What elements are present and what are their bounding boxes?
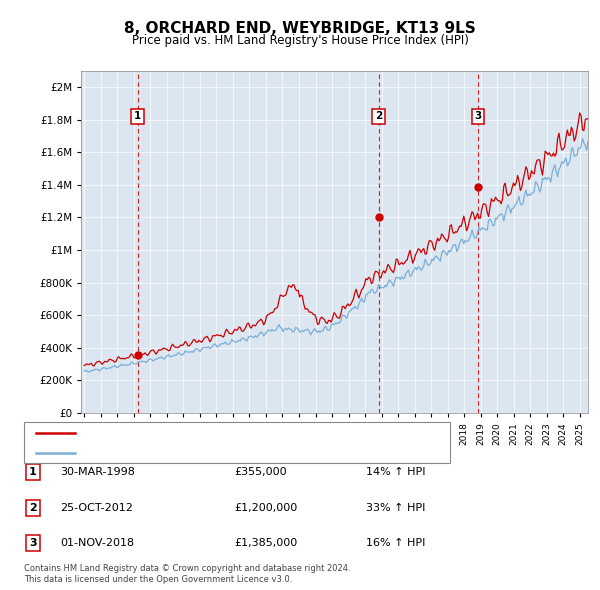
Text: £355,000: £355,000 xyxy=(234,467,287,477)
Text: 3: 3 xyxy=(475,112,482,122)
Text: Contains HM Land Registry data © Crown copyright and database right 2024.: Contains HM Land Registry data © Crown c… xyxy=(24,565,350,573)
Text: 16% ↑ HPI: 16% ↑ HPI xyxy=(366,538,425,548)
Text: 8, ORCHARD END, WEYBRIDGE, KT13 9LS (detached house): 8, ORCHARD END, WEYBRIDGE, KT13 9LS (det… xyxy=(81,428,391,438)
Text: 8, ORCHARD END, WEYBRIDGE, KT13 9LS: 8, ORCHARD END, WEYBRIDGE, KT13 9LS xyxy=(124,21,476,35)
Text: 01-NOV-2018: 01-NOV-2018 xyxy=(60,538,134,548)
Text: 1: 1 xyxy=(134,112,141,122)
Text: HPI: Average price, detached house, Elmbridge: HPI: Average price, detached house, Elmb… xyxy=(81,448,327,458)
Text: 3: 3 xyxy=(29,538,37,548)
Text: 33% ↑ HPI: 33% ↑ HPI xyxy=(366,503,425,513)
Text: Price paid vs. HM Land Registry's House Price Index (HPI): Price paid vs. HM Land Registry's House … xyxy=(131,34,469,47)
Text: 25-OCT-2012: 25-OCT-2012 xyxy=(60,503,133,513)
Text: £1,200,000: £1,200,000 xyxy=(234,503,297,513)
Text: 14% ↑ HPI: 14% ↑ HPI xyxy=(366,467,425,477)
Text: 2: 2 xyxy=(29,503,37,513)
Text: 1: 1 xyxy=(29,467,37,477)
Text: 30-MAR-1998: 30-MAR-1998 xyxy=(60,467,135,477)
Text: 2: 2 xyxy=(375,112,382,122)
Text: £1,385,000: £1,385,000 xyxy=(234,538,297,548)
Text: This data is licensed under the Open Government Licence v3.0.: This data is licensed under the Open Gov… xyxy=(24,575,292,584)
